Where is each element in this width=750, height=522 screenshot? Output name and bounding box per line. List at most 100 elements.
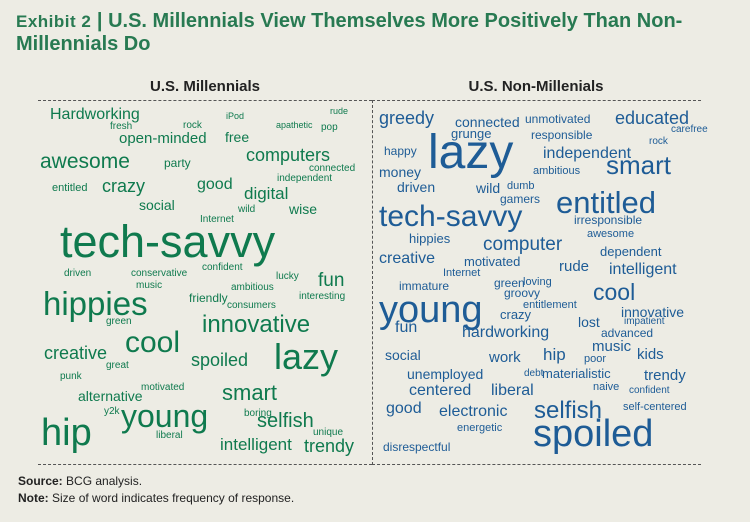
cloud-word: cool — [125, 326, 181, 359]
cloud-word: ambitious — [533, 165, 581, 177]
cloud-word: educated — [615, 108, 690, 128]
title-separator: | — [96, 10, 103, 32]
cloud-word: fresh — [110, 121, 133, 132]
cloud-word: loving — [523, 276, 552, 288]
cloud-word: energetic — [457, 422, 503, 434]
cloud-word: poor — [584, 353, 607, 365]
cloud-word: crazy — [500, 307, 532, 322]
cloud-word: immature — [399, 279, 450, 293]
cloud-word: rock — [649, 136, 668, 147]
cloud-word: unemployed — [407, 366, 484, 382]
cloud-word: confident — [202, 262, 243, 273]
cloud-word: apathetic — [276, 120, 313, 130]
cloud-word: awesome — [587, 228, 635, 240]
cloud-word: dependent — [600, 244, 662, 259]
cloud-word: good — [197, 176, 233, 193]
cloud-word: innovative — [202, 311, 311, 338]
non-millennials-cloud-title: U.S. Non-Millenials — [468, 78, 604, 95]
cloud-word: spoiled — [191, 350, 249, 370]
chart-title: Exhibit 2 | U.S. Millennials View Themse… — [16, 10, 736, 56]
cloud-word: driven — [397, 179, 436, 195]
cloud-word: great — [106, 360, 129, 371]
cloud-word: cool — [593, 279, 636, 305]
source-text: BCG analysis. — [66, 474, 143, 488]
cloud-word: independent — [277, 173, 333, 184]
cloud-word: work — [489, 349, 521, 366]
cloud-word: grunge — [451, 126, 492, 141]
cloud-word: innovative — [621, 304, 685, 320]
cloud-word: entitled — [556, 185, 656, 220]
note-label: Note: — [18, 491, 49, 505]
cloud-word: money — [379, 164, 422, 180]
cloud-word: free — [225, 129, 250, 145]
cloud-word: carefree — [671, 124, 708, 135]
cloud-word: digital — [244, 184, 289, 203]
cloud-word: good — [386, 400, 422, 417]
exhibit-label: Exhibit 2 — [16, 12, 92, 31]
cloud-word: consumers — [227, 300, 276, 311]
cloud-word: wild — [476, 180, 501, 196]
cloud-word: hippies — [43, 285, 148, 322]
cloud-word: music — [592, 338, 632, 355]
cloud-word: liberal — [491, 382, 534, 399]
cloud-word: motivated — [141, 382, 185, 393]
cloud-word: trendy — [304, 436, 355, 456]
cloud-word: intelligent — [220, 435, 292, 454]
cloud-word: computers — [246, 145, 331, 165]
cloud-word: motivated — [464, 254, 521, 269]
cloud-word: impatient — [624, 316, 665, 327]
cloud-word: hip — [543, 345, 566, 364]
source-label: Source: — [18, 474, 63, 488]
cloud-word: wild — [238, 204, 256, 215]
cloud-word: tech-savvy — [379, 200, 523, 233]
cloud-word: tech-savvy — [60, 216, 276, 267]
cloud-word: connected — [309, 163, 356, 174]
cloud-word: trendy — [644, 367, 686, 384]
cloud-word: rude — [559, 258, 590, 275]
cloud-word: spoiled — [533, 413, 654, 455]
cloud-word: happy — [384, 144, 417, 158]
cloud-word: unmotivated — [525, 112, 591, 126]
cloud-word: lazy — [428, 126, 514, 179]
cloud-word: kids — [637, 346, 664, 363]
cloud-word: Internet — [200, 214, 234, 225]
source-note: Source: BCG analysis. — [18, 474, 142, 488]
cloud-word: lost — [578, 314, 600, 330]
cloud-word: alternative — [78, 388, 143, 404]
cloud-word: music — [136, 280, 163, 291]
cloud-word: lucky — [276, 271, 299, 282]
cloud-word: greedy — [379, 108, 435, 128]
cloud-word: punk — [60, 371, 82, 382]
cloud-word: connected — [455, 114, 520, 130]
cloud-word: fun — [395, 319, 418, 336]
cloud-word: y2k — [104, 406, 120, 417]
cloud-word: driven — [64, 268, 92, 279]
size-note: Note: Size of word indicates frequency o… — [18, 491, 294, 505]
cloud-word: advanced — [601, 326, 654, 340]
cloud-word: gamers — [500, 192, 541, 206]
cloud-word: interesting — [299, 291, 346, 302]
cloud-word: intelligent — [609, 261, 677, 278]
cloud-word: entitlement — [523, 299, 577, 311]
cloud-word: selfish — [257, 410, 314, 432]
cloud-word: entitled — [52, 182, 88, 194]
cloud-word: irresponsible — [574, 213, 643, 227]
cloud-word: lazy — [274, 336, 339, 377]
title-text: U.S. Millennials View Themselves More Po… — [16, 10, 683, 55]
cloud-word: groovy — [504, 286, 541, 300]
millennials-word-cloud: Hardworking iPod rude fresh rock apathetic pop… — [38, 100, 372, 465]
cloud-word: open-minded — [119, 130, 207, 147]
cloud-word: independent — [543, 145, 632, 162]
cloud-word: hippies — [409, 231, 451, 246]
cloud-word: centered — [409, 382, 472, 399]
cloud-word: electronic — [439, 403, 508, 420]
cloud-word: computer — [483, 234, 563, 255]
cloud-word: young — [379, 289, 483, 331]
cloud-word: rude — [330, 106, 349, 116]
cloud-word: conservative — [131, 268, 188, 279]
cloud-word: wise — [289, 201, 318, 217]
millennials-cloud-title: U.S. Millennials — [149, 78, 261, 95]
cloud-word: selfish — [534, 397, 603, 424]
cloud-word: awesome — [40, 150, 130, 173]
cloud-word: green — [106, 316, 132, 327]
